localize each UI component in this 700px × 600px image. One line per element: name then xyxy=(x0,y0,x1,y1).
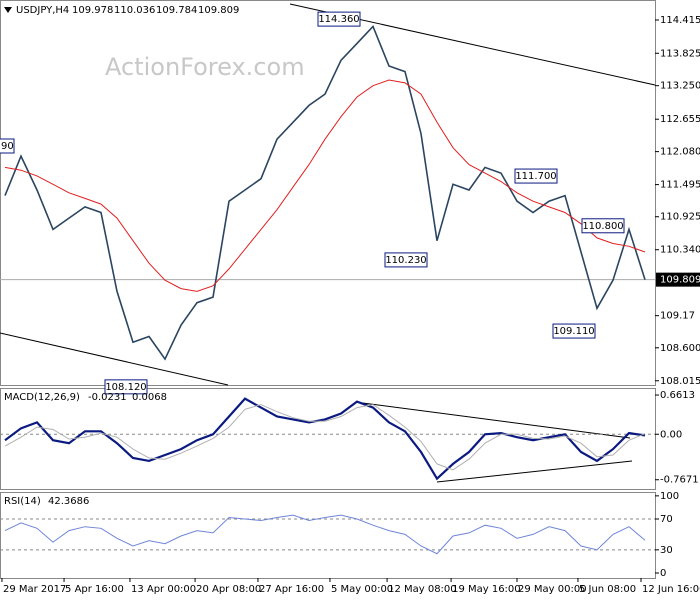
x-tick-label: 29 May 00:00 xyxy=(518,584,587,595)
level-box xyxy=(514,168,558,184)
macd-panel xyxy=(0,388,656,490)
y-tick-label: 109.17 xyxy=(660,311,695,322)
indicator-title: MACD(12,26,9) xyxy=(4,392,80,403)
x-tick-label: 5 Apr 16:00 xyxy=(65,584,124,595)
y-tick-label: 114.415 xyxy=(660,15,700,26)
level-label: 110.800 xyxy=(582,221,623,232)
x-tick-label: 12 Jun 16:00 xyxy=(642,584,700,595)
series-line xyxy=(4,79,646,292)
y-tick-label: 112.080 xyxy=(660,147,700,158)
rsi-panel xyxy=(0,492,656,579)
level-label: 90 xyxy=(1,141,14,152)
trend-line xyxy=(436,460,633,483)
ohlc-value: 109.809 xyxy=(198,5,239,16)
series-line xyxy=(4,404,646,471)
dropdown-icon xyxy=(4,7,12,13)
y-tick-label: 70 xyxy=(660,514,673,525)
ohlc-value: 109.784 xyxy=(156,5,197,16)
price-panel xyxy=(0,0,656,386)
y-tick-label: 110.340 xyxy=(660,245,700,256)
series-line xyxy=(4,25,646,361)
x-tick-label: 29 Mar 2017 xyxy=(3,584,66,595)
series-line xyxy=(4,397,646,481)
y-tick-label: 111.495 xyxy=(660,180,700,191)
level-label: 109.110 xyxy=(553,326,594,337)
y-tick-label: 0.6613 xyxy=(660,390,695,401)
y-tick-label: 113.250 xyxy=(660,81,700,92)
level-label: 114.360 xyxy=(318,14,359,25)
level-box xyxy=(384,252,428,268)
level-box xyxy=(0,138,15,154)
trend-line xyxy=(354,401,631,439)
price-tag-label: 109.809 xyxy=(660,275,700,286)
ohlc-value: 110.036 xyxy=(114,5,155,16)
series-line xyxy=(4,514,646,555)
indicator-readout: -0.0231 xyxy=(88,392,127,403)
y-tick-label: 108.600 xyxy=(660,343,700,354)
price-tag xyxy=(656,272,700,287)
y-tick-label: 0 xyxy=(660,568,666,579)
indicator-title: RSI(14) xyxy=(4,496,41,507)
level-label: 108.120 xyxy=(105,382,146,393)
indicator-readout: 42.3686 xyxy=(48,496,89,507)
y-tick-label: 112.655 xyxy=(660,114,700,125)
x-tick-label: 27 Apr 16:00 xyxy=(259,584,324,595)
level-box xyxy=(317,11,361,27)
symbol: USDJPY,H4 xyxy=(16,5,69,16)
trend-line xyxy=(0,332,229,386)
y-tick-label: -0.7671 xyxy=(660,475,699,486)
level-box xyxy=(104,379,148,395)
level-label: 110.230 xyxy=(385,255,426,266)
level-box xyxy=(581,218,625,234)
y-tick-label: 100 xyxy=(660,491,679,502)
x-tick-label: 19 May 16:00 xyxy=(452,584,521,595)
level-box xyxy=(552,323,596,339)
indicator-readout: 0.0068 xyxy=(132,392,167,403)
y-tick-label: 113.825 xyxy=(660,48,700,59)
level-label: 111.700 xyxy=(515,171,556,182)
ohlc-value: 109.978 xyxy=(72,5,113,16)
y-tick-label: 0.00 xyxy=(660,429,682,440)
x-tick-label: 20 Apr 08:00 xyxy=(196,584,261,595)
y-tick-label: 30 xyxy=(660,545,673,556)
y-tick-label: 108.015 xyxy=(660,376,700,387)
watermark: ActionForex.com xyxy=(105,53,305,81)
x-tick-label: 12 May 08:00 xyxy=(388,584,457,595)
x-tick-label: 5 Jun 08:00 xyxy=(579,584,636,595)
y-tick-label: 110.925 xyxy=(660,212,700,223)
x-tick-label: 5 May 00:00 xyxy=(331,584,393,595)
x-tick-label: 13 Apr 00:00 xyxy=(131,584,196,595)
